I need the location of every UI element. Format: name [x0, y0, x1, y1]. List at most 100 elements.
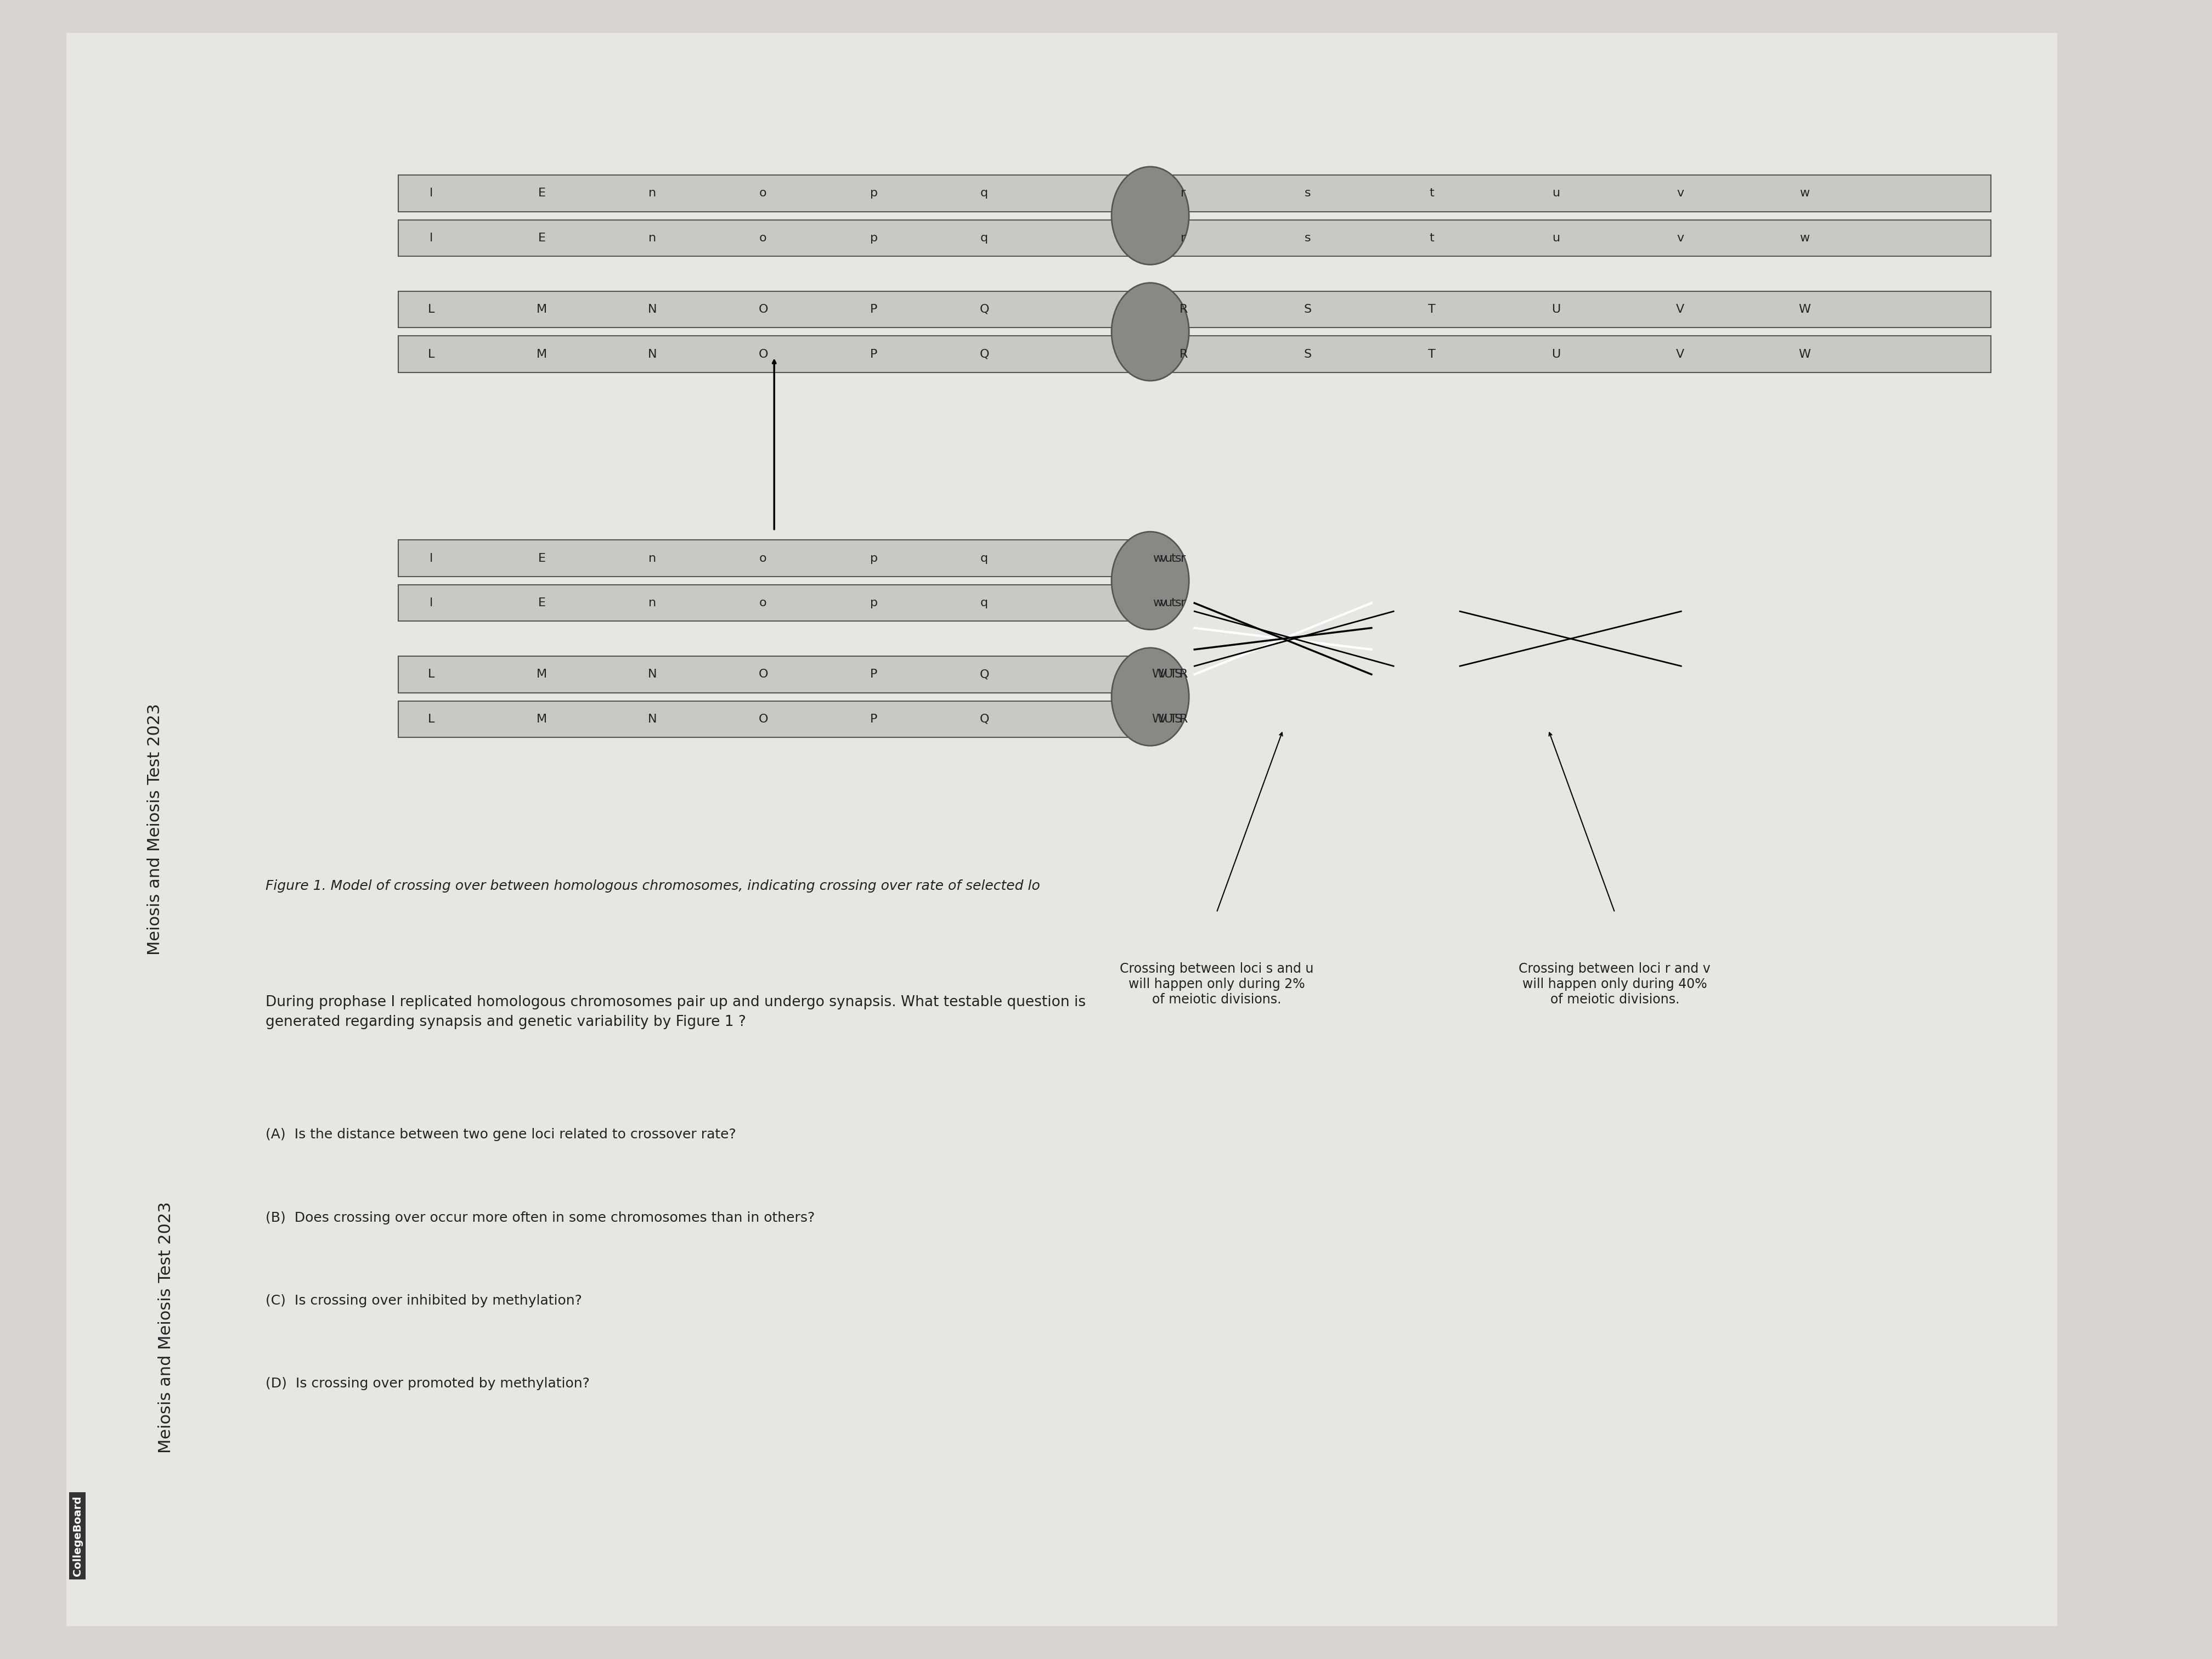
Text: Q: Q — [980, 669, 989, 680]
Text: T: T — [1429, 304, 1436, 315]
Text: M: M — [538, 713, 546, 725]
Text: E: E — [538, 232, 546, 244]
Text: q: q — [980, 597, 989, 609]
Bar — [398, 335, 1991, 373]
Text: N: N — [648, 713, 657, 725]
Text: U: U — [1551, 304, 1559, 315]
Text: l: l — [429, 232, 434, 244]
Text: Q: Q — [980, 348, 989, 360]
Text: p: p — [869, 187, 878, 199]
Text: T: T — [1429, 348, 1436, 360]
Text: R: R — [1179, 348, 1188, 360]
Text: t: t — [1170, 597, 1175, 609]
Text: Q: Q — [980, 713, 989, 725]
Text: P: P — [869, 669, 878, 680]
Text: r: r — [1181, 597, 1186, 609]
Ellipse shape — [1110, 282, 1190, 380]
Text: S: S — [1175, 669, 1181, 680]
Text: W: W — [1798, 304, 1809, 315]
Text: v: v — [1677, 187, 1683, 199]
Text: q: q — [980, 187, 989, 199]
Bar — [398, 290, 1991, 328]
Text: Q: Q — [980, 304, 989, 315]
Text: v: v — [1159, 597, 1166, 609]
Text: During prophase I replicated homologous chromosomes pair up and undergo synapsis: During prophase I replicated homologous … — [265, 995, 1086, 1030]
Text: s: s — [1175, 597, 1181, 609]
Text: U: U — [1164, 669, 1172, 680]
Text: S: S — [1175, 713, 1181, 725]
Text: R: R — [1179, 713, 1188, 725]
Text: r: r — [1181, 187, 1186, 199]
Text: O: O — [759, 713, 768, 725]
Text: w: w — [1152, 552, 1164, 564]
Text: p: p — [869, 232, 878, 244]
Text: O: O — [759, 304, 768, 315]
Text: L: L — [427, 348, 436, 360]
Text: Crossing between loci s and u
will happen only during 2%
of meiotic divisions.: Crossing between loci s and u will happe… — [1119, 962, 1314, 1005]
Text: o: o — [759, 232, 768, 244]
Bar — [398, 541, 1150, 577]
Text: t: t — [1170, 552, 1175, 564]
Text: Crossing between loci r and v
will happen only during 40%
of meiotic divisions.: Crossing between loci r and v will happe… — [1520, 962, 1710, 1005]
Bar — [398, 174, 1991, 212]
Text: l: l — [429, 552, 434, 564]
Text: q: q — [980, 552, 989, 564]
Text: l: l — [429, 597, 434, 609]
Text: M: M — [538, 304, 546, 315]
Bar — [398, 586, 1150, 622]
Text: N: N — [648, 304, 657, 315]
Text: n: n — [648, 597, 657, 609]
Text: s: s — [1305, 187, 1312, 199]
Text: V: V — [1159, 669, 1168, 680]
Text: u: u — [1164, 552, 1172, 564]
Text: T: T — [1170, 669, 1177, 680]
Text: (B)  Does crossing over occur more often in some chromosomes than in others?: (B) Does crossing over occur more often … — [265, 1211, 814, 1224]
Bar — [398, 219, 1991, 257]
Text: s: s — [1175, 552, 1181, 564]
Text: W: W — [1152, 713, 1164, 725]
Text: P: P — [869, 713, 878, 725]
Text: n: n — [648, 232, 657, 244]
Ellipse shape — [1110, 168, 1190, 265]
Text: r: r — [1181, 552, 1186, 564]
Text: u: u — [1164, 597, 1172, 609]
Text: O: O — [759, 669, 768, 680]
Text: o: o — [759, 552, 768, 564]
Text: (A)  Is the distance between two gene loci related to crossover rate?: (A) Is the distance between two gene loc… — [265, 1128, 737, 1141]
Text: o: o — [759, 597, 768, 609]
Text: Meiosis and Meiosis Test 2023: Meiosis and Meiosis Test 2023 — [157, 1201, 175, 1453]
Text: n: n — [648, 552, 657, 564]
Text: u: u — [1553, 232, 1559, 244]
Text: O: O — [759, 348, 768, 360]
Text: V: V — [1159, 713, 1168, 725]
Text: N: N — [648, 348, 657, 360]
Text: R: R — [1179, 304, 1188, 315]
Text: S: S — [1303, 304, 1312, 315]
Text: W: W — [1798, 348, 1809, 360]
Text: o: o — [759, 187, 768, 199]
Bar — [398, 700, 1150, 737]
Text: L: L — [427, 669, 436, 680]
Text: t: t — [1429, 187, 1433, 199]
Text: E: E — [538, 552, 546, 564]
Text: (C)  Is crossing over inhibited by methylation?: (C) Is crossing over inhibited by methyl… — [265, 1294, 582, 1307]
Text: p: p — [869, 597, 878, 609]
Text: L: L — [427, 713, 436, 725]
Text: s: s — [1305, 232, 1312, 244]
Text: v: v — [1159, 552, 1166, 564]
Text: n: n — [648, 187, 657, 199]
Text: M: M — [538, 348, 546, 360]
Text: Figure 1. Model of crossing over between homologous chromosomes, indicating cros: Figure 1. Model of crossing over between… — [265, 879, 1040, 893]
Text: (D)  Is crossing over promoted by methylation?: (D) Is crossing over promoted by methyla… — [265, 1377, 591, 1390]
Text: W: W — [1152, 669, 1164, 680]
Ellipse shape — [1110, 647, 1190, 747]
Text: r: r — [1181, 232, 1186, 244]
Text: t: t — [1429, 232, 1433, 244]
Text: V: V — [1677, 304, 1686, 315]
Text: E: E — [538, 187, 546, 199]
Text: T: T — [1170, 713, 1177, 725]
Text: q: q — [980, 232, 989, 244]
Text: L: L — [427, 304, 436, 315]
Text: N: N — [648, 669, 657, 680]
Text: S: S — [1303, 348, 1312, 360]
